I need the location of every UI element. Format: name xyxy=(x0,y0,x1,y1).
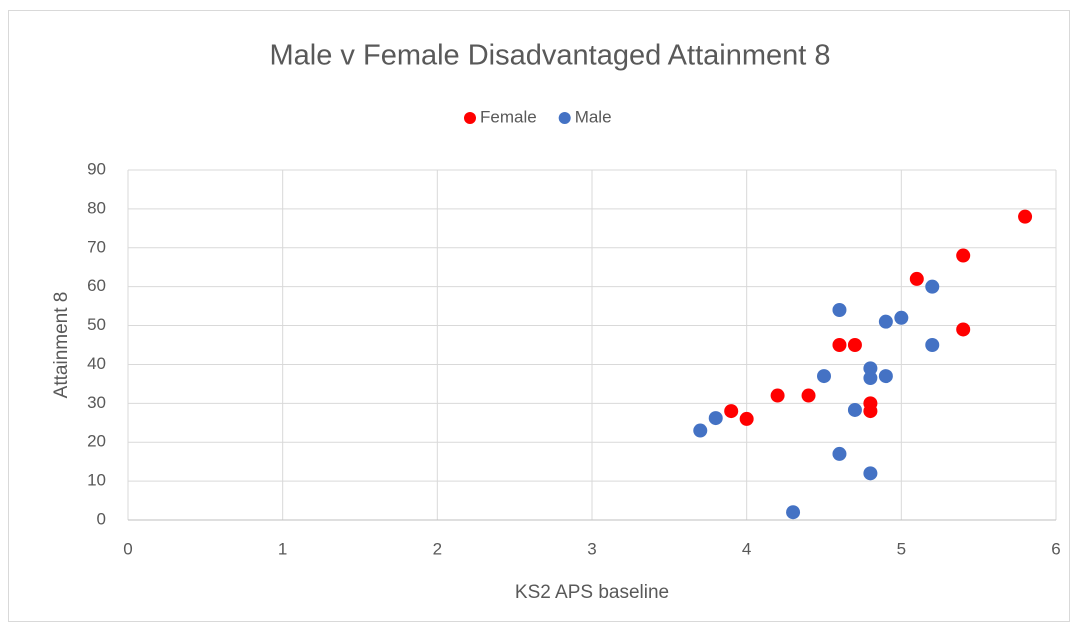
point xyxy=(693,423,708,438)
y-tick-label: 70 xyxy=(87,237,106,256)
point xyxy=(708,411,723,426)
y-tick-label: 60 xyxy=(87,276,106,295)
point xyxy=(863,361,878,376)
point xyxy=(909,271,924,286)
point xyxy=(956,322,971,337)
y-tick-label: 40 xyxy=(87,354,106,373)
x-tick-label: 0 xyxy=(123,539,132,558)
legend-marker xyxy=(558,112,571,124)
point xyxy=(847,402,862,417)
y-tick-label: 20 xyxy=(87,432,106,451)
point xyxy=(739,411,754,426)
point xyxy=(863,404,878,419)
y-tick-label: 10 xyxy=(87,471,106,490)
x-tick-label: 4 xyxy=(742,539,751,558)
point xyxy=(832,446,847,461)
point xyxy=(925,338,940,352)
point xyxy=(786,505,801,520)
point xyxy=(894,310,909,325)
x-tick-label: 5 xyxy=(897,539,906,558)
legend-label: Female xyxy=(480,107,537,126)
point xyxy=(863,371,878,386)
x-axis-label: KS2 APS baseline xyxy=(515,582,669,603)
y-tick-label: 90 xyxy=(87,159,106,178)
point xyxy=(724,404,739,419)
chart-border xyxy=(8,10,1070,622)
point xyxy=(863,466,878,481)
point xyxy=(832,303,847,317)
point xyxy=(956,248,971,263)
point xyxy=(801,388,816,403)
point xyxy=(1018,209,1033,224)
x-tick-label: 2 xyxy=(433,539,442,558)
y-axis-label: Attainment 8 xyxy=(51,292,72,399)
point xyxy=(847,338,862,352)
legend-label: Male xyxy=(575,107,612,126)
point xyxy=(878,369,893,384)
point xyxy=(817,369,831,384)
legend-marker xyxy=(464,112,476,124)
point xyxy=(832,338,847,352)
y-tick-label: 50 xyxy=(87,315,106,334)
y-tick-label: 30 xyxy=(87,393,106,412)
x-tick-label: 1 xyxy=(278,539,287,558)
point xyxy=(770,388,785,403)
x-tick-label: 3 xyxy=(587,539,596,558)
point xyxy=(925,279,940,294)
y-tick-label: 80 xyxy=(87,198,106,217)
chart-title: Male v Female Disadvantaged Attainment 8 xyxy=(270,40,831,72)
point xyxy=(878,314,893,329)
y-tick-label: 0 xyxy=(97,509,106,528)
x-tick-label: 6 xyxy=(1051,539,1060,558)
